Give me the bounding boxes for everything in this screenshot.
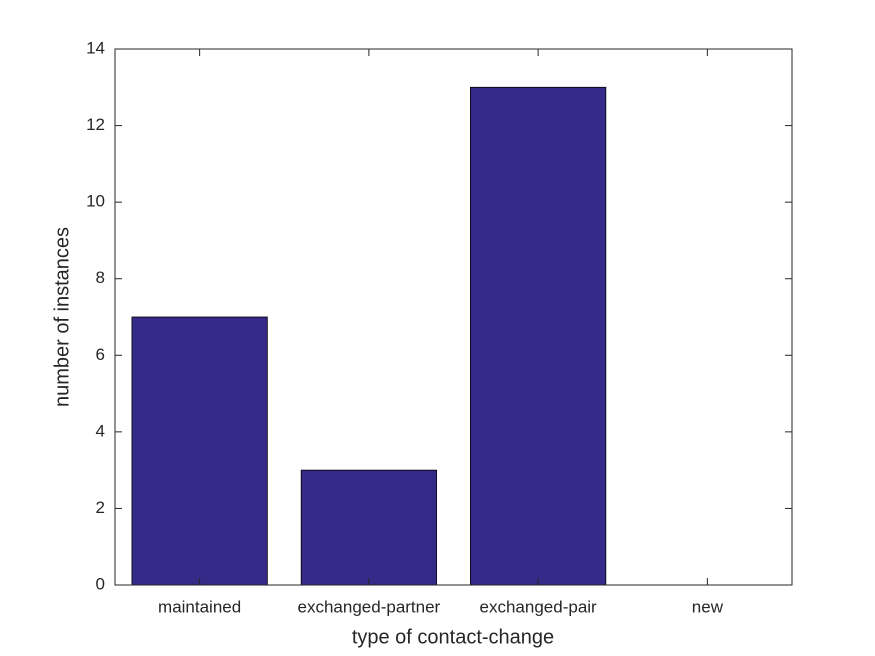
y-tick-label: 14 bbox=[86, 38, 105, 57]
axes-box bbox=[114, 48, 793, 586]
y-tick-label: 2 bbox=[96, 498, 105, 517]
x-tick-label: new bbox=[692, 597, 724, 616]
y-axis-label: number of instances bbox=[51, 227, 73, 407]
x-axis-label: type of contact-change bbox=[352, 626, 554, 648]
y-tick-label: 12 bbox=[86, 115, 105, 134]
bar bbox=[300, 469, 437, 586]
bar bbox=[470, 86, 607, 586]
y-tick-label: 0 bbox=[96, 574, 105, 593]
bar bbox=[131, 316, 268, 586]
y-tick-label: 10 bbox=[86, 192, 105, 211]
x-tick-label: exchanged-pair bbox=[480, 597, 598, 616]
y-tick-label: 6 bbox=[96, 345, 105, 364]
x-tick-label: exchanged-partner bbox=[298, 597, 441, 616]
y-tick-label: 4 bbox=[96, 421, 105, 440]
y-tick-label: 8 bbox=[96, 268, 105, 287]
x-tick-label: maintained bbox=[158, 597, 241, 616]
